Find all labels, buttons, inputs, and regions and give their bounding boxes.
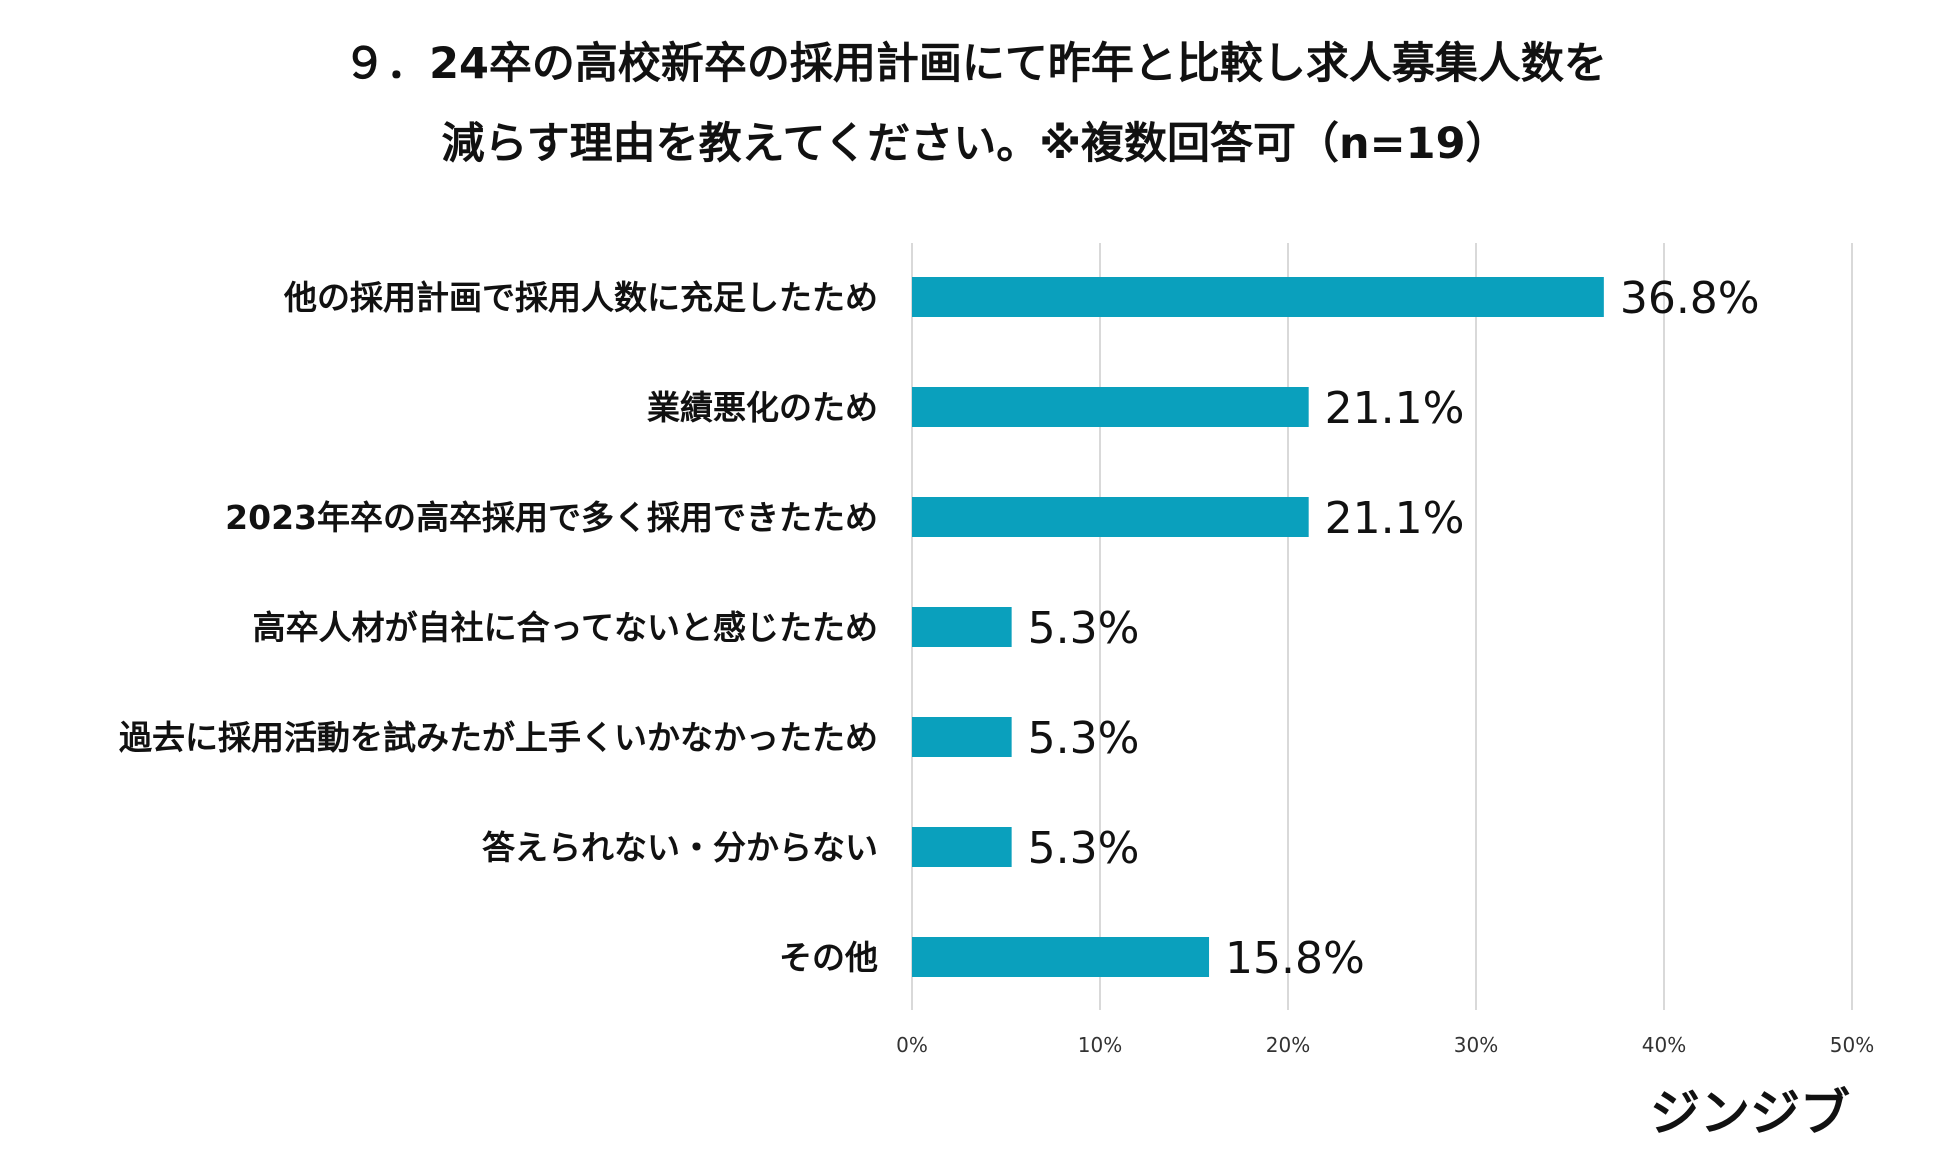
data-label: 5.3% — [1028, 823, 1140, 874]
bars — [912, 277, 1604, 977]
x-tick-label: 10% — [1078, 1033, 1122, 1057]
x-tick-label: 20% — [1266, 1033, 1310, 1057]
bar — [912, 387, 1309, 427]
x-tick-label: 40% — [1642, 1033, 1686, 1057]
data-label: 36.8% — [1620, 273, 1760, 324]
category-label: 他の採用計画で採用人数に充足したため — [283, 278, 878, 317]
bar — [912, 827, 1012, 867]
x-tick-label: 50% — [1830, 1033, 1874, 1057]
category-label: 業績悪化のため — [647, 388, 878, 427]
x-tick-label: 30% — [1454, 1033, 1498, 1057]
data-label: 21.1% — [1325, 383, 1465, 434]
jinjib-logo: ジンジブ — [1620, 1078, 1880, 1148]
chart-title-line2: 減らす理由を教えてください。※複数回答可（n=19） — [441, 119, 1509, 169]
category-label: 高卒人材が自社に合ってないと感じたため — [253, 608, 878, 647]
labels: 0% 10% 20% 30% 40% 50% 他の採用計画で採用人数に充足したため 36.8%… — [119, 273, 1874, 1057]
bar — [912, 277, 1604, 317]
brand-logo-icon: ジンジブ — [1650, 1084, 1850, 1142]
category-label: 2023年卒の高卒採用で多く採用できたため — [225, 498, 878, 537]
category-label: 過去に採用活動を試みたが上手くいかなかったため — [119, 718, 878, 757]
bar — [912, 717, 1012, 757]
bar — [912, 607, 1012, 647]
x-tick-label: 0% — [896, 1033, 928, 1057]
category-label: 答えられない・分からない — [482, 828, 878, 867]
chart-title-line1: ９．24卒の高校新卒の採用計画にて昨年と比較し求人募集人数を — [343, 39, 1607, 89]
data-label: 21.1% — [1325, 493, 1465, 544]
data-label: 15.8% — [1225, 933, 1365, 984]
bar — [912, 937, 1210, 977]
bar — [912, 497, 1309, 537]
category-label: その他 — [779, 938, 878, 977]
brand-name: ジンジブ — [1650, 1084, 1850, 1142]
data-label: 5.3% — [1028, 603, 1140, 654]
data-label: 5.3% — [1028, 713, 1140, 764]
